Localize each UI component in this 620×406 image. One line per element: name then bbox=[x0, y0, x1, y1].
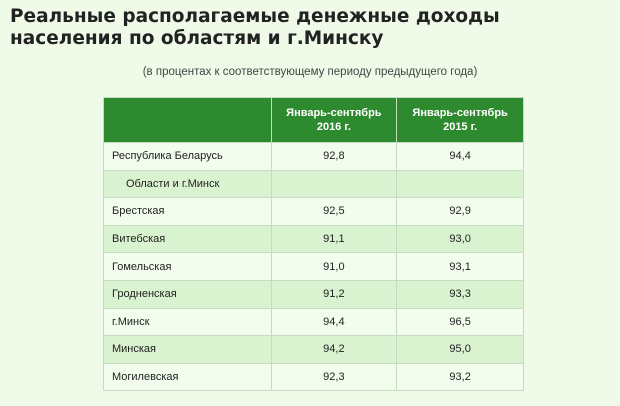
row-label: Витебская bbox=[103, 224, 272, 254]
cell: 92,5 bbox=[270, 197, 398, 226]
cell: 96,5 bbox=[396, 307, 524, 337]
table-row: Витебская 91,1 93,0 bbox=[103, 224, 524, 254]
cell: 92,3 bbox=[270, 362, 398, 392]
cell: 91,1 bbox=[270, 224, 398, 254]
table-row: г.Минск 94,4 96,5 bbox=[103, 307, 524, 337]
row-label: г.Минск bbox=[103, 307, 272, 337]
table-row: Гомельская 91,0 93,1 bbox=[103, 252, 524, 281]
cell: 92,9 bbox=[396, 197, 524, 226]
table-row: Области и г.Минск bbox=[103, 169, 524, 199]
cell: 94,2 bbox=[270, 335, 398, 364]
cell: 93,1 bbox=[396, 252, 524, 281]
row-label: Области и г.Минск bbox=[103, 169, 272, 199]
cell: 91,2 bbox=[270, 279, 398, 309]
row-label: Минская bbox=[103, 335, 272, 364]
row-label: Гомельская bbox=[103, 252, 272, 281]
column-header bbox=[103, 97, 272, 143]
table-row: Гродненская 91,2 93,3 bbox=[103, 279, 524, 309]
row-label: Республика Беларусь bbox=[103, 142, 272, 171]
table-row: Могилевская 92,3 93,2 bbox=[103, 362, 524, 392]
cell bbox=[270, 169, 398, 199]
cell: 93,0 bbox=[396, 224, 524, 254]
subtitle: (в процентах к соответствующему периоду … bbox=[142, 66, 478, 78]
row-label: Брестская bbox=[103, 197, 272, 226]
column-header: Январь-сентябрь 2016 г. bbox=[270, 97, 398, 143]
cell: 94,4 bbox=[396, 142, 524, 171]
column-header: Январь-сентябрь 2015 г. bbox=[396, 97, 524, 143]
title: Реальные располагаемые денежные доходы н… bbox=[10, 6, 500, 49]
cell: 91,0 bbox=[270, 252, 398, 281]
row-label: Могилевская bbox=[103, 362, 272, 392]
cell: 95,0 bbox=[396, 335, 524, 364]
cell: 93,3 bbox=[396, 279, 524, 309]
table: Январь-сентябрь 2016 г. Январь-сентябрь 2… bbox=[103, 97, 524, 392]
table-body: Республика Беларусь 92,8 94,4 Области и г.М… bbox=[103, 142, 524, 392]
table-row: Минская 94,2 95,0 bbox=[103, 335, 524, 364]
row-label: Гродненская bbox=[103, 279, 272, 309]
table-row: Брестская 92,5 92,9 bbox=[103, 197, 524, 226]
cell: 93,2 bbox=[396, 362, 524, 392]
cell: 92,8 bbox=[270, 142, 398, 171]
header-row: Январь-сентябрь 2016 г. Январь-сентябрь 2… bbox=[103, 97, 524, 143]
cell bbox=[396, 169, 524, 199]
cell: 94,4 bbox=[270, 307, 398, 337]
table-row: Республика Беларусь 92,8 94,4 bbox=[103, 142, 524, 171]
